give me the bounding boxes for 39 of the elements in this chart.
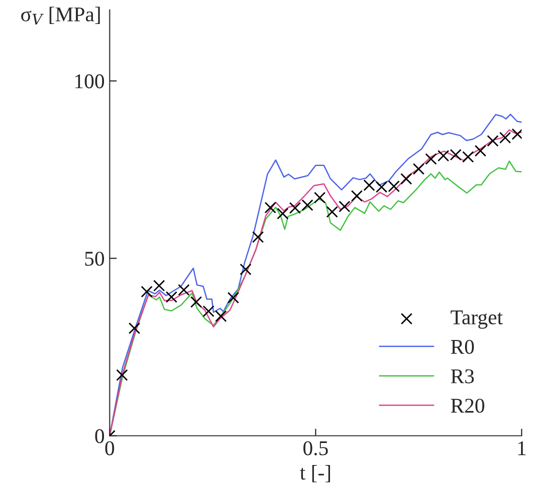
- point: [289, 202, 301, 214]
- point: [264, 202, 276, 214]
- x-tick-label: 1: [518, 441, 526, 456]
- y-tick-label: 100: [75, 74, 104, 88]
- x-tick-label: 0.5: [303, 441, 328, 456]
- x-tick-label: 0: [105, 441, 114, 456]
- point: [240, 263, 252, 276]
- point: [276, 208, 289, 220]
- point: [474, 144, 486, 157]
- y-tick-label: 50: [85, 252, 104, 266]
- point: [512, 128, 522, 140]
- point: [128, 322, 140, 334]
- legend-label: R3: [450, 369, 474, 384]
- legend-label: Target: [450, 310, 503, 329]
- point: [412, 163, 424, 175]
- point: [400, 173, 412, 185]
- y-tick-label: 0: [95, 429, 104, 444]
- x-axis-title: t [-]: [300, 465, 330, 482]
- point: [486, 135, 499, 147]
- point: [190, 296, 202, 308]
- point: [227, 292, 240, 304]
- point: [178, 284, 190, 296]
- point: [153, 280, 165, 292]
- point: [215, 310, 227, 322]
- point: [140, 286, 153, 298]
- point: [166, 291, 178, 303]
- point: [326, 206, 338, 218]
- point: [314, 192, 326, 204]
- legend-label: R20: [450, 398, 484, 413]
- point: [202, 305, 214, 318]
- legend-label: R0: [450, 340, 474, 354]
- point: [302, 199, 314, 211]
- y-axis-title: σ$_{V}$ [MPa]: [21, 6, 100, 24]
- point: [116, 369, 128, 381]
- point: [351, 190, 363, 202]
- point: [252, 231, 264, 243]
- point: [425, 153, 437, 165]
- point: [338, 200, 350, 212]
- point: [499, 132, 511, 144]
